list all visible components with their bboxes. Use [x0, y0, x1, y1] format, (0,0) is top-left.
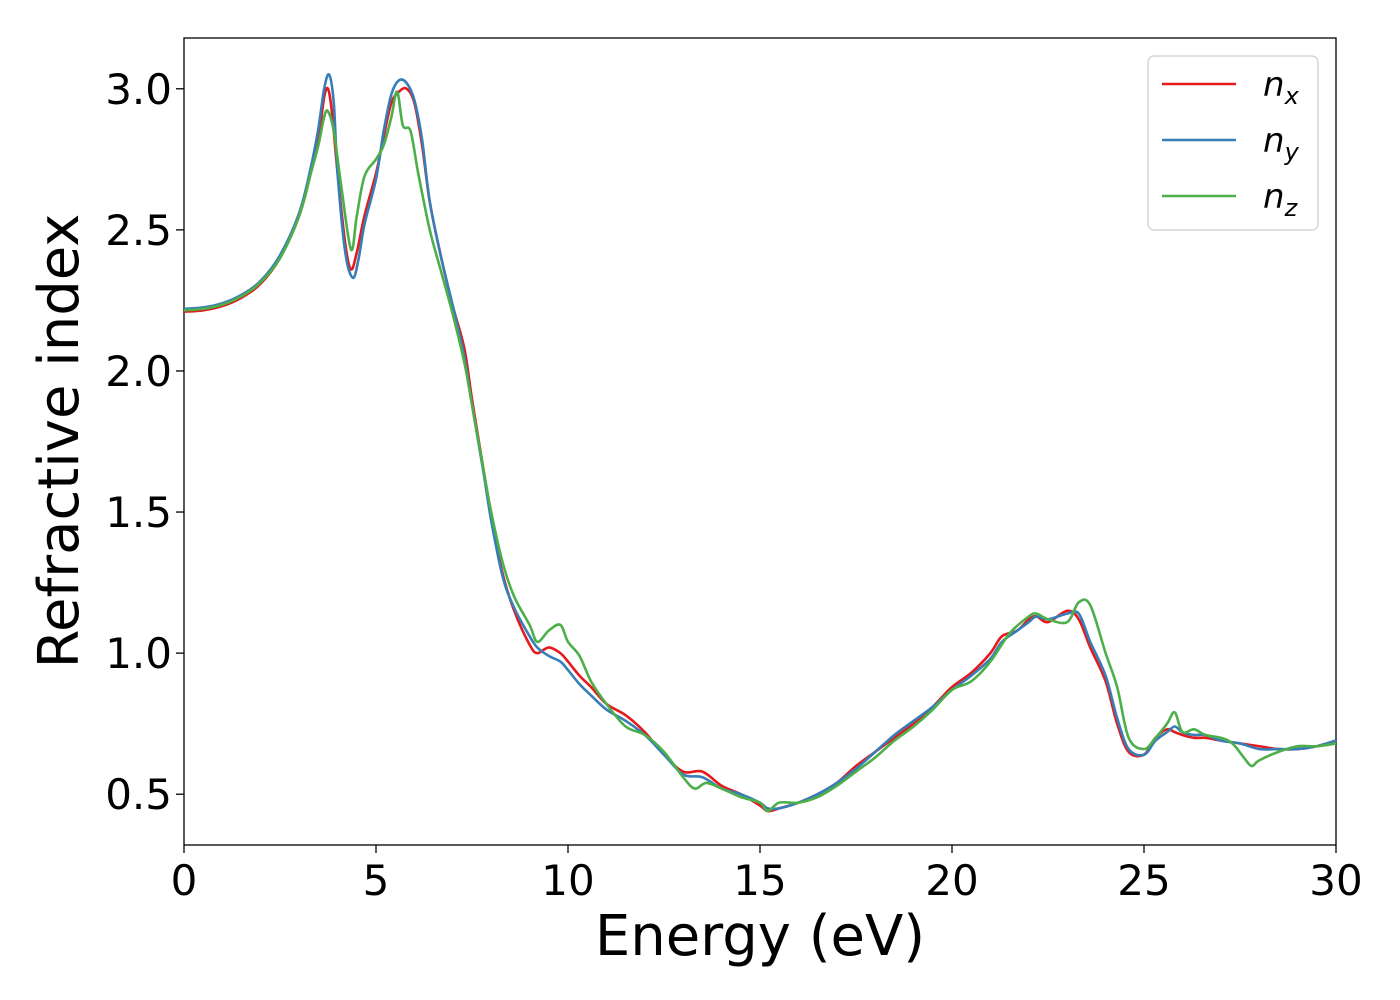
x-tick-label: 30	[1309, 856, 1362, 905]
x-tick-label: 0	[171, 856, 198, 905]
y-tick-label: 1.5	[105, 488, 172, 537]
y-axis-label: Refractive index	[27, 214, 92, 669]
y-tick-label: 2.0	[105, 347, 172, 396]
legend-box	[1147, 55, 1319, 231]
legend-label-n-z: nz	[1263, 177, 1299, 222]
x-tick-label: 15	[733, 856, 786, 905]
y-tick-label: 1.0	[105, 629, 172, 678]
series-line-n-z	[183, 90, 1337, 813]
y-tick-label: 3.0	[105, 65, 172, 114]
x-axis-label: Energy (eV)	[595, 904, 925, 969]
y-tick-label: 0.5	[105, 770, 172, 819]
legend-label-n-y: ny	[1263, 121, 1300, 166]
axis-ticks: 0 5 10 15 20 25 30 0.5 1.0 1.5 2.0 2.5 3.0	[105, 65, 1363, 905]
x-tick-label: 20	[925, 856, 978, 905]
series-lines	[183, 72, 1337, 813]
legend: nx ny nz	[1147, 55, 1319, 231]
x-tick-label: 25	[1117, 856, 1170, 905]
x-tick-label: 5	[363, 856, 390, 905]
x-tick-label: 10	[541, 856, 594, 905]
legend-label-n-x: nx	[1263, 65, 1300, 110]
series-line-n-y	[183, 72, 1337, 811]
y-tick-label: 2.5	[105, 206, 172, 255]
